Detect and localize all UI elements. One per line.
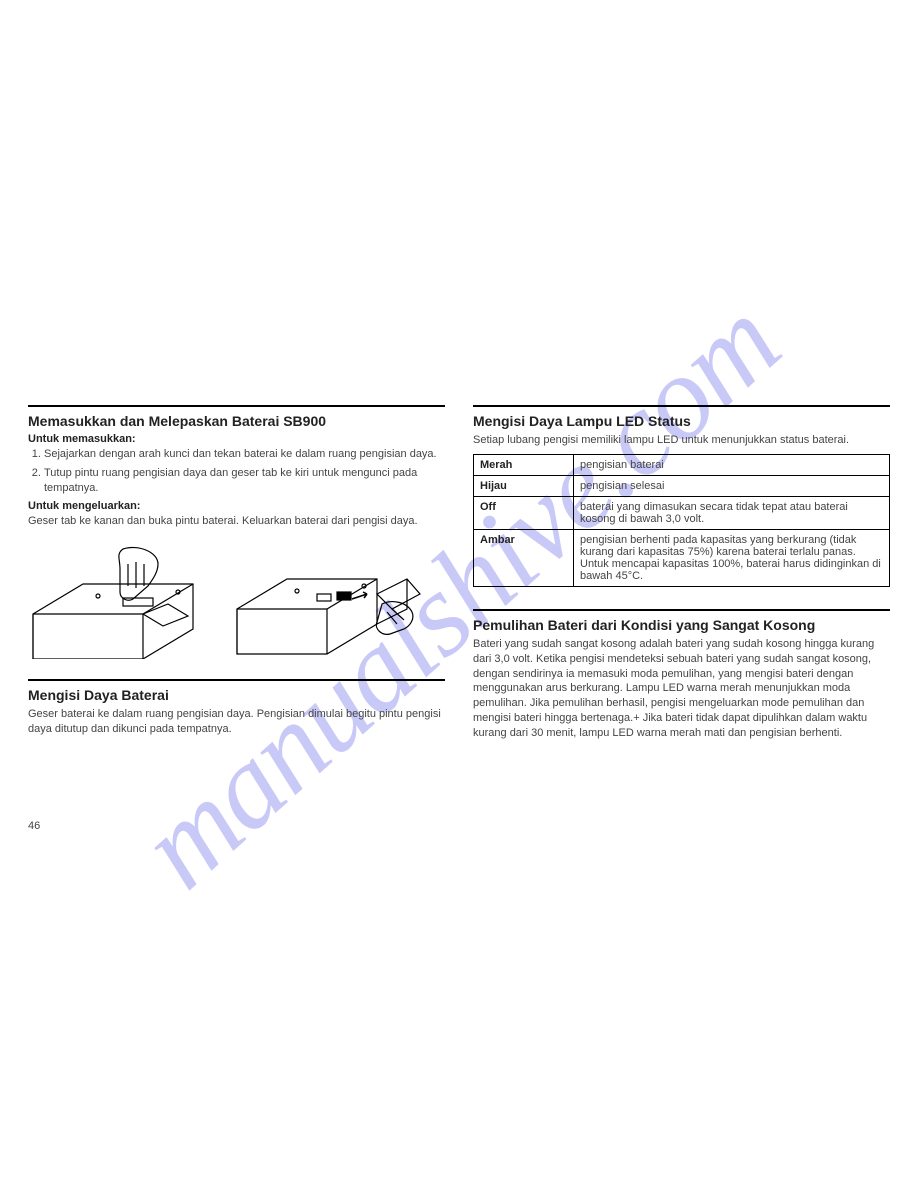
recovery-text: Bateri yang sudah sangat kosong adalah b… (473, 637, 890, 741)
insert-step-2: Tutup pintu ruang pengisian daya dan ges… (44, 466, 445, 496)
illustration-row (28, 544, 445, 659)
illustration-1 (28, 544, 208, 659)
illustration-2 (232, 544, 422, 659)
insert-steps: Sejajarkan dengan arah kunci dan tekan b… (28, 447, 445, 496)
status-value: pengisian berhenti pada kapasitas yang b… (574, 529, 890, 586)
remove-label: Untuk mengeluarkan: (28, 500, 445, 512)
remove-text: Geser tab ke kanan dan buka pintu batera… (28, 514, 445, 529)
charge-text: Geser baterai ke dalam ruang pengisian d… (28, 707, 445, 737)
table-row: Off baterai yang dimasukan secara tidak … (474, 496, 890, 529)
status-key: Hijau (474, 475, 574, 496)
page-number: 46 (28, 820, 40, 832)
status-value: pengisian selesai (574, 475, 890, 496)
status-value: baterai yang dimasukan secara tidak tepa… (574, 496, 890, 529)
status-key: Merah (474, 454, 574, 475)
section-title-charge: Mengisi Daya Baterai (28, 679, 445, 703)
status-key: Off (474, 496, 574, 529)
status-key: Ambar (474, 529, 574, 586)
led-subtitle: Setiap lubang pengisi memiliki lampu LED… (473, 433, 890, 448)
insert-label: Untuk memasukkan: (28, 433, 445, 445)
led-status-table: Merah pengisian baterai Hijau pengisian … (473, 454, 890, 587)
insert-step-1: Sejajarkan dengan arah kunci dan tekan b… (44, 447, 445, 462)
status-value: pengisian baterai (574, 454, 890, 475)
section-title-recovery: Pemulihan Bateri dari Kondisi yang Sanga… (473, 609, 890, 633)
table-row: Hijau pengisian selesai (474, 475, 890, 496)
page-content: Memasukkan dan Melepaskan Baterai SB900 … (28, 405, 890, 745)
section-title-insert-remove: Memasukkan dan Melepaskan Baterai SB900 (28, 405, 445, 429)
left-column: Memasukkan dan Melepaskan Baterai SB900 … (28, 405, 445, 745)
right-column: Mengisi Daya Lampu LED Status Setiap lub… (473, 405, 890, 745)
table-row: Merah pengisian baterai (474, 454, 890, 475)
section-title-led: Mengisi Daya Lampu LED Status (473, 405, 890, 429)
table-row: Ambar pengisian berhenti pada kapasitas … (474, 529, 890, 586)
